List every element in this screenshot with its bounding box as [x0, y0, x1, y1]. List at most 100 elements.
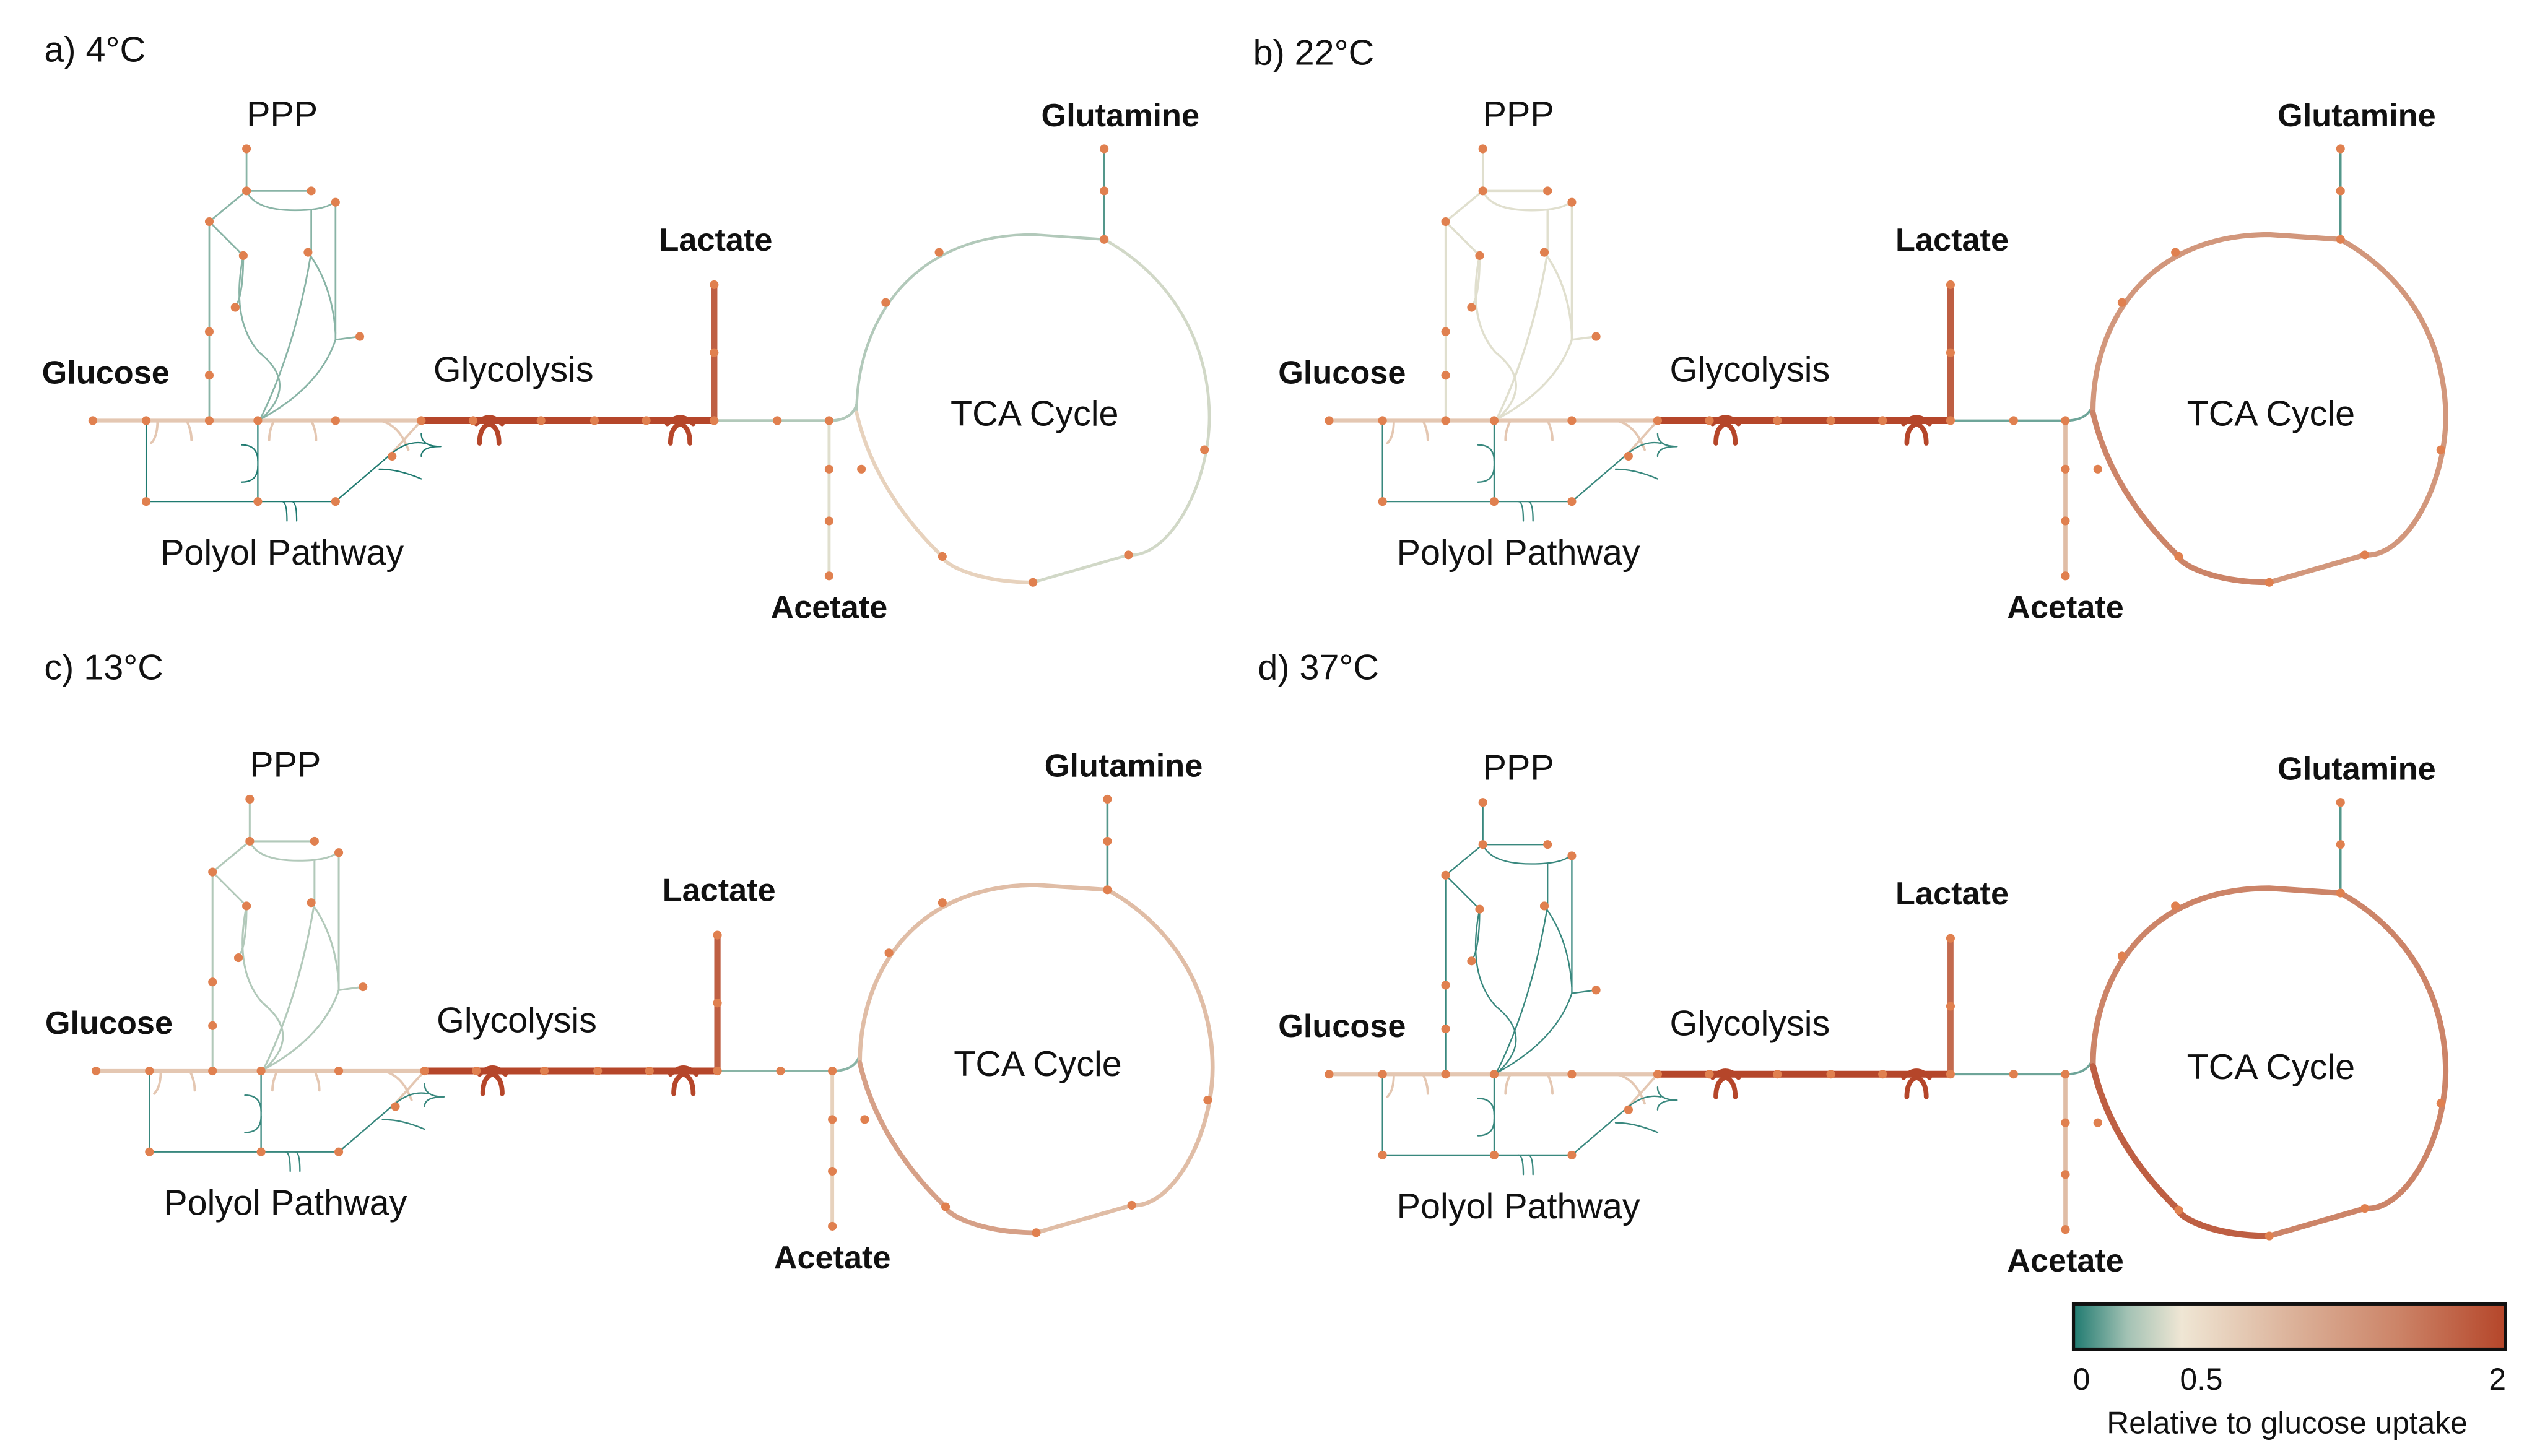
metabolite-node: [204, 371, 214, 380]
edge-ppp: [1493, 339, 1573, 422]
metabolite-node: [1489, 416, 1499, 425]
metabolite-node: [1567, 197, 1577, 207]
lactate-label: Lactate: [1895, 876, 2009, 912]
glucose-label: Glucose: [1278, 355, 1406, 391]
edge-ppp: [260, 989, 340, 1072]
edge-tca-right: [1034, 888, 1215, 1235]
metabolite-nodes: [1325, 144, 2445, 587]
metabolite-node: [2171, 248, 2180, 257]
reaction-edges: [1327, 801, 2449, 1239]
metabolite-node: [256, 1147, 266, 1156]
metabolite-node: [2061, 571, 2070, 581]
metabolite-node: [2264, 1231, 2274, 1241]
metabolite-node: [256, 1066, 266, 1076]
metabolite-node: [1489, 1070, 1499, 1079]
glycolysis-label: Glycolysis: [1670, 350, 1830, 390]
metabolite-node: [2061, 416, 2070, 425]
edge-polyol: [241, 444, 259, 483]
colorbar-gradient: [2071, 1302, 2507, 1351]
metabolite-node: [2336, 235, 2345, 244]
metabolite-node: [710, 416, 719, 425]
acetate-label: Acetate: [2007, 589, 2124, 625]
metabolite-node: [2009, 416, 2018, 425]
edge-polyol: [145, 420, 336, 503]
edge-polyol: [1518, 500, 1534, 522]
metabolite-node: [539, 1066, 549, 1076]
acetate-label: Acetate: [2007, 1243, 2124, 1279]
metabolite-node: [2117, 951, 2127, 961]
ppp-label: PPP: [250, 745, 321, 784]
metabolite-node: [2436, 445, 2445, 454]
edge-polyol: [149, 1070, 340, 1153]
edge-tca-upper-left: [2090, 232, 2343, 415]
metabolite-node: [1467, 303, 1476, 312]
metabolite-node: [1946, 1002, 1955, 1011]
edge-ppp: [307, 251, 337, 334]
metabolite-node: [1826, 416, 1835, 425]
metabolite-node: [472, 1066, 481, 1076]
metabolite-node: [1032, 1228, 1041, 1237]
metabolite-node: [1124, 550, 1133, 560]
edge-ppp: [1444, 220, 1481, 257]
edge-tca-right: [1031, 238, 1211, 584]
metabolite-node: [359, 982, 368, 992]
metabolite-node: [142, 497, 151, 506]
metabolite-node: [2061, 516, 2070, 526]
metabolite-node: [331, 497, 340, 506]
metabolite-node: [2061, 1170, 2070, 1179]
metabolite-node: [1200, 445, 1209, 454]
glycolysis-label: Glycolysis: [437, 1000, 597, 1040]
edge-upper-glycolysis-branch: [268, 419, 276, 441]
reaction-edges: [90, 147, 1211, 584]
metabolite-node: [1378, 1150, 1387, 1159]
metabolite-node: [2171, 901, 2180, 911]
edge-glycolysis-bow: [1901, 415, 1932, 446]
metabolite-node: [1946, 416, 1955, 425]
edge-polyol: [1477, 1098, 1495, 1137]
edge-glycolysis-bow: [1901, 1068, 1932, 1099]
edge-polyol: [337, 1092, 429, 1153]
metabolite-node: [145, 1066, 154, 1076]
metabolite-node: [2061, 464, 2070, 474]
metabolite-node: [1539, 901, 1549, 911]
polyol-pathway-label: Polyol Pathway: [1397, 1187, 1640, 1226]
metabolite-nodes: [1325, 798, 2445, 1241]
colorbar-tick-0: 0: [2073, 1362, 2090, 1397]
polyol-pathway-label: Polyol Pathway: [160, 533, 404, 573]
edge-polyol: [1656, 433, 1678, 457]
metabolite-node: [1946, 348, 1955, 357]
panel-title: b) 22°C: [1253, 33, 1375, 73]
metabolite-node: [1378, 416, 1387, 425]
metabolite-node: [2009, 1070, 2018, 1079]
metabolite-node: [1441, 1070, 1450, 1079]
metabolite-node: [468, 416, 478, 425]
metabolite-node: [1773, 1070, 1782, 1079]
edge-upper-glycolysis-branch: [185, 419, 193, 441]
metabolite-node: [2264, 578, 2274, 587]
metabolite-node: [1441, 1025, 1450, 1034]
metabolite-node: [253, 416, 263, 425]
edge-upper-glycolysis-branch: [1504, 419, 1512, 441]
metabolite-node: [417, 416, 426, 425]
acetate-label: Acetate: [771, 589, 888, 625]
metabolite-node: [331, 197, 340, 207]
edge-upper-glycolysis-branch: [1386, 419, 1395, 444]
edge-ppp: [245, 190, 337, 212]
edge-ppp: [1445, 874, 1481, 910]
edge-upper-glycolysis-branch: [153, 1070, 162, 1095]
metabolite-node: [1878, 416, 1887, 425]
metabolite-node: [828, 1066, 837, 1076]
metabolite-node: [1441, 416, 1450, 425]
edge-ppp: [245, 148, 313, 192]
glutamine-label: Glutamine: [1042, 98, 1199, 134]
metabolite-node: [1103, 885, 1112, 895]
metabolite-node: [713, 930, 722, 940]
edge-polyol: [420, 433, 442, 457]
edge-tca-lower-left: [2089, 1063, 2273, 1239]
metabolite-node: [334, 848, 344, 857]
metabolite-node: [1100, 144, 1109, 154]
metabolite-node: [536, 416, 546, 425]
metabolite-node: [1489, 1150, 1499, 1159]
metabolite-node: [2174, 552, 2183, 561]
